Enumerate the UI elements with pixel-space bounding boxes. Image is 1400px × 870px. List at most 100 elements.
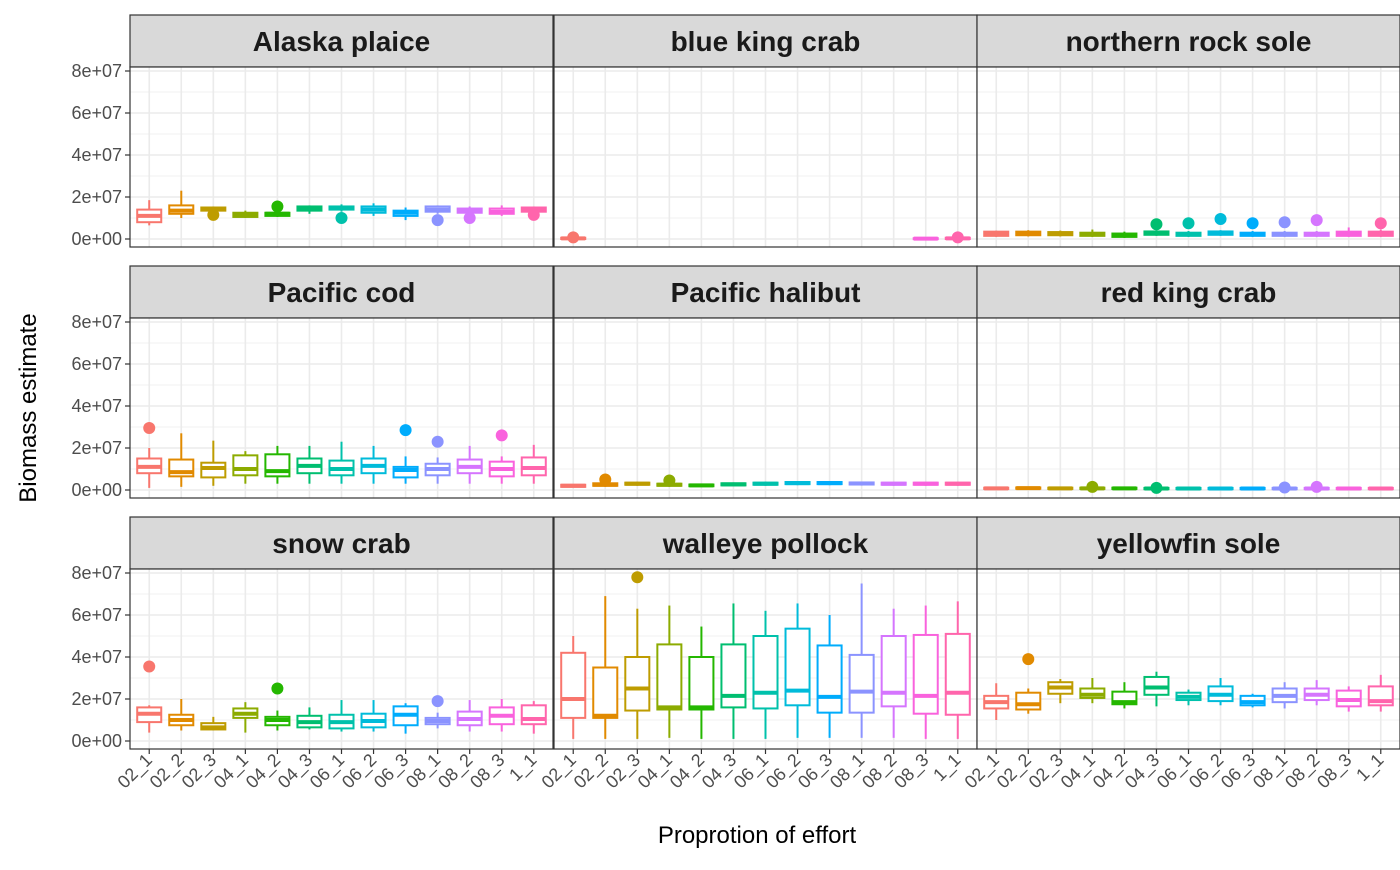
boxplot-06_2 xyxy=(360,445,387,484)
boxplot-02_2 xyxy=(1015,486,1042,491)
box xyxy=(784,627,811,707)
boxplot-02_1 xyxy=(983,683,1010,720)
outlier-point xyxy=(1278,481,1291,494)
facet-title: Pacific cod xyxy=(268,277,416,308)
box xyxy=(720,643,747,709)
x-tick-label: 08_1 xyxy=(826,750,869,793)
x-tick-label: 06_1 xyxy=(306,750,349,793)
boxplot-08_1 xyxy=(424,205,451,227)
x-tick-label: 06_3 xyxy=(370,750,413,793)
boxplot-06_2 xyxy=(1207,213,1234,236)
outlier-point xyxy=(431,214,444,227)
x-tick-label: 1_1 xyxy=(505,750,541,786)
facet-panel: red king crab xyxy=(976,265,1400,499)
boxplot-04_1 xyxy=(232,702,259,733)
panel-border xyxy=(129,66,554,248)
box xyxy=(816,644,843,714)
x-tick-label: 08_2 xyxy=(858,750,901,793)
boxplot-06_3 xyxy=(392,207,419,221)
facet-panel: yellowfin sole02_102_202_304_104_204_306… xyxy=(961,516,1400,793)
facet-panel: walleye pollock02_102_202_304_104_204_30… xyxy=(538,516,978,793)
y-tick-label: 4e+07 xyxy=(71,396,122,416)
outlier-point xyxy=(207,208,220,221)
y-tick-label: 2e+07 xyxy=(71,438,122,458)
boxplot-06_1 xyxy=(1175,689,1202,706)
boxplot-08_2 xyxy=(456,206,483,224)
boxplot-04_3 xyxy=(720,482,747,487)
box xyxy=(392,465,419,479)
y-tick-label: 0e+00 xyxy=(71,229,122,249)
boxplot-06_3 xyxy=(816,615,843,738)
x-tick-label: 08_1 xyxy=(402,750,445,793)
outlier-point xyxy=(143,660,156,673)
boxplot-08_1 xyxy=(424,695,451,729)
x-tick-label: 06_3 xyxy=(1217,750,1260,793)
outlier-point xyxy=(1214,213,1227,226)
boxplot-02_1 xyxy=(136,660,163,733)
outlier-point xyxy=(527,208,540,221)
boxplot-04_1 xyxy=(656,474,683,487)
x-tick-label: 04_3 xyxy=(274,750,317,793)
facet-strip xyxy=(976,265,1400,319)
boxplot-06_1 xyxy=(1175,486,1202,491)
facet-panel: Alaska plaice 0e+00 2e+07 4e+07 6e+07 8e+07 xyxy=(71,14,554,249)
outlier-point xyxy=(431,695,444,708)
outlier-point xyxy=(1086,480,1099,493)
boxplot-02_3 xyxy=(200,716,227,731)
x-tick-label: 02_3 xyxy=(602,750,645,793)
boxplot-02_3 xyxy=(1047,679,1074,704)
box xyxy=(944,632,971,716)
boxplot-02_1 xyxy=(983,486,1010,491)
boxplot-02_1 xyxy=(983,230,1010,237)
outlier-point xyxy=(567,231,580,244)
panel-border xyxy=(976,66,1400,248)
x-tick-label: 08_2 xyxy=(434,750,477,793)
boxplot-08_3 xyxy=(1335,686,1362,712)
boxplot-06_3 xyxy=(1239,217,1266,237)
boxplot-04_1 xyxy=(1079,678,1106,704)
box xyxy=(624,656,651,712)
y-tick-label: 8e+07 xyxy=(71,312,122,332)
y-tick-label: 6e+07 xyxy=(71,605,122,625)
y-tick-label: 4e+07 xyxy=(71,145,122,165)
box xyxy=(656,643,683,711)
boxplot-02_1 xyxy=(136,200,163,226)
boxplot-06_1 xyxy=(752,481,779,486)
facet-strip xyxy=(553,265,978,319)
x-tick-label: 08_3 xyxy=(890,750,933,793)
x-tick-label: 02_3 xyxy=(178,750,221,793)
boxplot-04_3 xyxy=(296,205,323,214)
boxplot-04_3 xyxy=(1143,671,1170,707)
x-tick-label: 06_1 xyxy=(730,750,773,793)
facet-title: Pacific halibut xyxy=(671,277,861,308)
boxplot-08_3 xyxy=(1335,227,1362,237)
boxplot-02_1 xyxy=(560,636,587,739)
boxplot-04_3 xyxy=(296,445,323,484)
boxplot-04_2 xyxy=(264,445,291,484)
outlier-point xyxy=(271,200,284,213)
facet-title: yellowfin sole xyxy=(1097,528,1281,559)
boxplot-1_1 xyxy=(944,601,971,739)
x-tick-label: 02_2 xyxy=(570,750,613,793)
boxplot-08_2 xyxy=(456,445,483,484)
box xyxy=(752,635,779,710)
x-tick-label: 06_2 xyxy=(762,750,805,793)
boxplot-08_3 xyxy=(488,205,515,216)
y-tick-label: 4e+07 xyxy=(71,647,122,667)
boxplot-04_2 xyxy=(264,200,291,217)
boxplot-1_1 xyxy=(520,444,547,484)
boxplot-06_2 xyxy=(784,481,811,486)
boxplot-04_2 xyxy=(688,483,715,488)
boxplot-02_2 xyxy=(592,473,619,487)
boxplot-1_1 xyxy=(520,701,547,734)
x-tick-label: 08_1 xyxy=(1249,750,1292,793)
boxplot-04_1 xyxy=(1079,480,1106,493)
boxplot-04_2 xyxy=(1111,486,1138,491)
boxplot-08_3 xyxy=(912,605,939,739)
facet-panel: Pacific halibut xyxy=(553,265,978,499)
facet-title: Alaska plaice xyxy=(253,26,430,57)
boxplot-06_2 xyxy=(1207,486,1234,491)
x-tick-label: 04_1 xyxy=(634,750,677,793)
